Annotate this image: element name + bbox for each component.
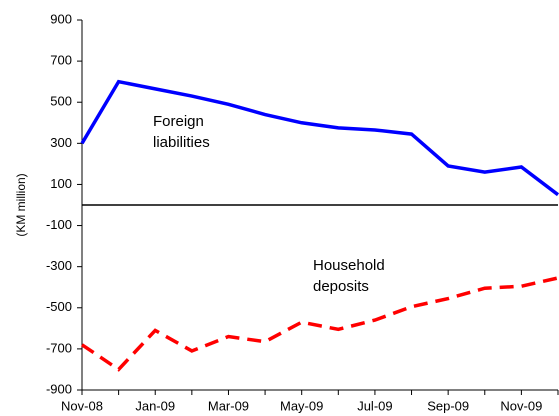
x-tick-label: Mar-09 <box>208 398 249 413</box>
y-tick-label: 900 <box>50 11 72 26</box>
y-tick-label: -300 <box>46 258 72 273</box>
x-tick-label: Nov-08 <box>61 398 103 413</box>
x-tick-label: Jul-09 <box>357 398 392 413</box>
y-tick-label: 300 <box>50 135 72 150</box>
y-tick-label: -900 <box>46 381 72 396</box>
y-tick-label: 100 <box>50 176 72 191</box>
x-tick-label: May-09 <box>280 398 323 413</box>
annotation: liabilities <box>153 134 210 151</box>
series-line <box>80 79 559 197</box>
x-tick-label: Jan-09 <box>135 398 175 413</box>
y-axis-label: (KM million) <box>14 173 28 236</box>
x-tick-label: Sep-09 <box>427 398 469 413</box>
y-tick-label: -500 <box>46 299 72 314</box>
y-tick-label: 700 <box>50 53 72 68</box>
y-tick-label: -100 <box>46 217 72 232</box>
x-tick-label: Nov-09 <box>500 398 542 413</box>
series-line <box>81 276 559 372</box>
y-tick-label: 500 <box>50 94 72 109</box>
annotation: deposits <box>313 278 369 295</box>
annotation: Foreign <box>153 113 204 130</box>
annotation: Household <box>313 257 385 274</box>
y-tick-label: -700 <box>46 340 72 355</box>
